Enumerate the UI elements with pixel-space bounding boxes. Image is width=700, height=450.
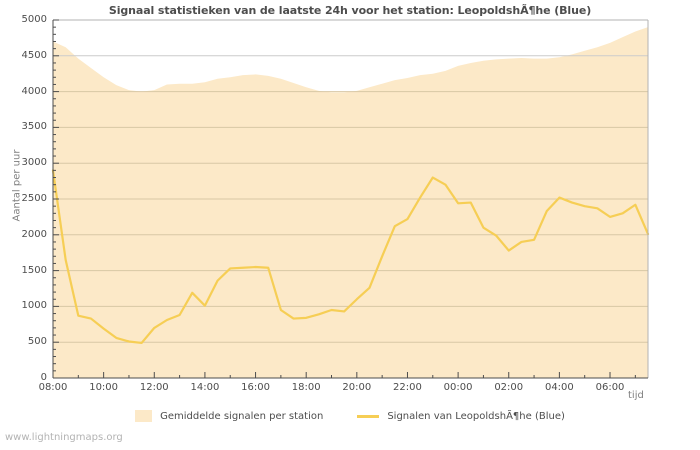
x-axis-label: tijd xyxy=(628,390,644,401)
y-tick-label: 3500 xyxy=(21,121,47,133)
y-tick-label: 2500 xyxy=(21,193,47,204)
watermark-text: www.lightningmaps.org xyxy=(5,432,123,443)
y-tick-label: 1000 xyxy=(21,300,47,312)
x-tick-label: 08:00 xyxy=(38,382,68,393)
legend-label-station: Signalen van LeopoldshÃ¶he (Blue) xyxy=(387,410,565,422)
y-tick-label: 5000 xyxy=(21,14,47,25)
x-tick-label: 04:00 xyxy=(544,382,574,393)
y-tick-label: 500 xyxy=(27,336,47,348)
x-tick-label: 06:00 xyxy=(595,382,625,393)
x-tick-label: 10:00 xyxy=(89,382,119,393)
legend-item-station[interactable]: Signalen van LeopoldshÃ¶he (Blue) xyxy=(357,411,565,422)
line-series xyxy=(51,169,650,345)
y-tick-label: 4500 xyxy=(21,49,47,61)
x-tick-label: 22:00 xyxy=(393,382,422,393)
x-tick-label: 14:00 xyxy=(190,382,220,393)
x-tick-label: 02:00 xyxy=(494,382,524,393)
area-swatch-icon xyxy=(135,410,153,422)
y-axis-label: Aantal per uur xyxy=(11,149,23,222)
y-tick-label: 3000 xyxy=(21,157,47,169)
area-series xyxy=(53,27,648,378)
y-tick-label: 0 xyxy=(40,372,47,383)
x-tick-label: 12:00 xyxy=(139,382,169,393)
x-tick-label: 20:00 xyxy=(342,382,372,393)
x-tick-label: 00:00 xyxy=(443,382,473,393)
x-tick-label: 18:00 xyxy=(291,382,321,393)
legend-item-average[interactable]: Gemiddelde signalen per station xyxy=(135,410,323,422)
y-tick-label: 1500 xyxy=(21,264,47,276)
chart-title: Signaal statistieken van de laatste 24h … xyxy=(108,4,592,17)
legend-label-average: Gemiddelde signalen per station xyxy=(160,410,324,422)
line-swatch-icon xyxy=(357,414,380,418)
x-tick-label: 16:00 xyxy=(241,382,270,393)
chart-legend: Gemiddelde signalen per station Signalen… xyxy=(0,410,700,422)
y-tick-label: 4000 xyxy=(21,85,47,97)
y-tick-label: 2000 xyxy=(21,228,47,240)
